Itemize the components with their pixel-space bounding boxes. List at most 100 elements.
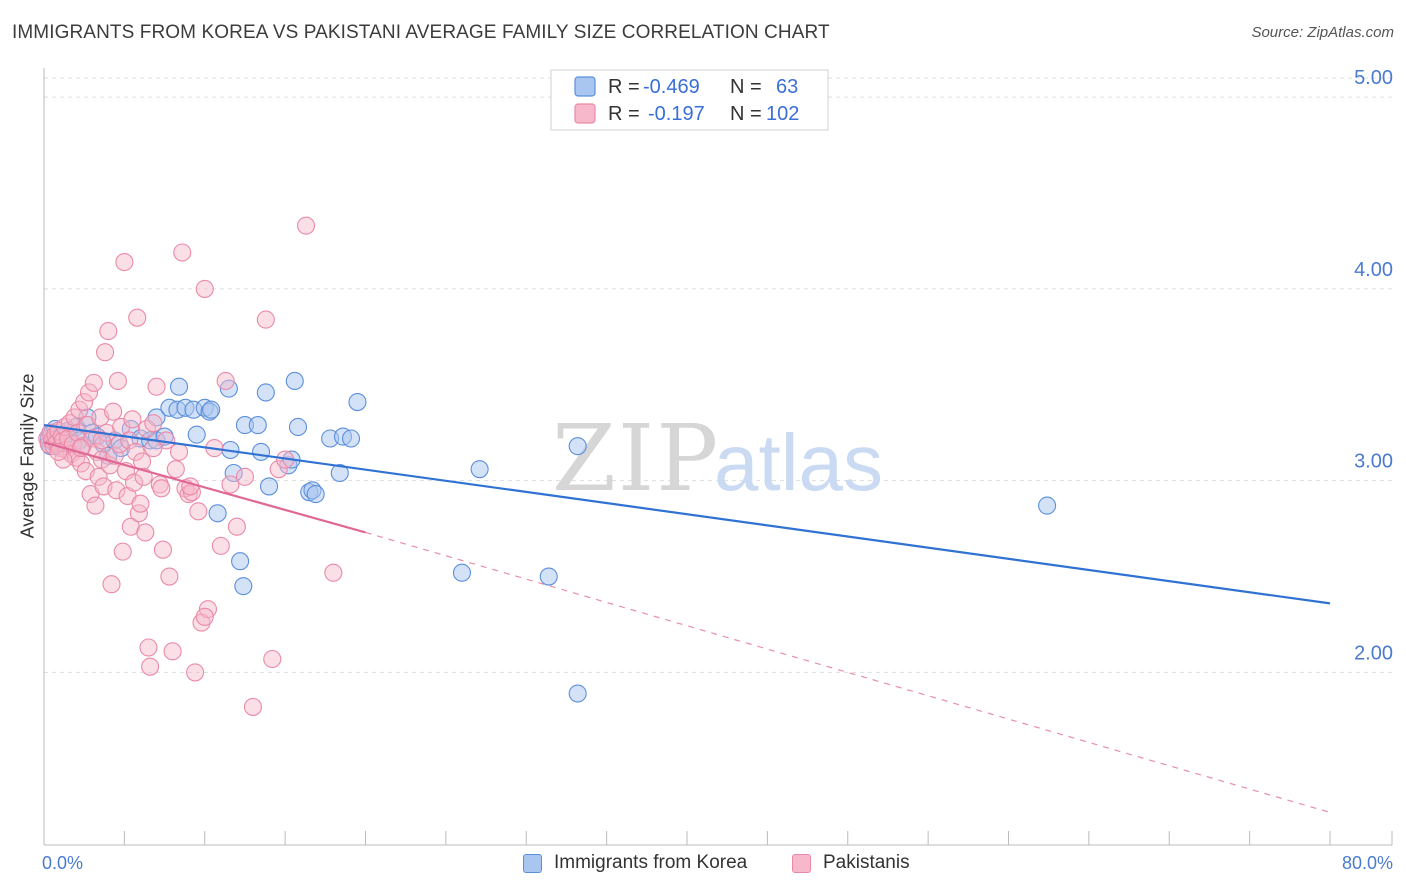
pakistani-point	[195, 607, 214, 626]
korea-point	[234, 577, 253, 596]
pakistani-swatch	[792, 853, 811, 873]
korea-point	[259, 477, 279, 496]
korea-point	[248, 416, 267, 435]
pakistani-point	[131, 494, 150, 513]
korea-point	[285, 371, 304, 391]
y-tick-label: 5.00	[1354, 67, 1393, 89]
pakistani-point	[179, 485, 198, 504]
pakistani-point	[173, 243, 192, 262]
pakistani-point	[160, 567, 179, 586]
pakistani-point	[96, 343, 115, 362]
pakistani-point	[169, 442, 189, 461]
pakistani-point	[107, 481, 126, 500]
korea-point	[1038, 496, 1057, 515]
korea-point	[187, 425, 206, 444]
korea-swatch	[523, 853, 542, 873]
tick-labels: 2.00 3.00 4.00 5.00 0.0% 80.0%	[42, 67, 1393, 873]
korea-point	[251, 442, 271, 461]
korea-point	[288, 417, 308, 437]
axes	[43, 68, 1393, 846]
series-legend: Immigrants from Korea Pakistanis	[0, 852, 1406, 878]
pakistani-point	[195, 279, 214, 298]
pakistani-point	[269, 460, 288, 479]
legend-korea-r-value: -0.469	[643, 76, 700, 98]
pakistani-point	[166, 460, 185, 479]
pakistani-points-layer	[38, 216, 343, 716]
pakistani-legend-label: Pakistanis	[823, 852, 910, 873]
watermark-zip: ZIP	[552, 405, 720, 512]
legend-korea-swatch	[574, 76, 596, 97]
legend-korea-n-label: N =	[730, 76, 762, 98]
pakistani-point	[263, 649, 282, 669]
pakistani-point	[181, 477, 200, 496]
x-tick-label-min: 0.0%	[42, 853, 83, 873]
pakistani-point	[189, 502, 208, 521]
pakistani-point	[324, 563, 343, 582]
korea-point	[231, 552, 250, 571]
y-tick-label: 2.00	[1354, 642, 1393, 664]
legend-korea-n-value: 63	[776, 76, 798, 98]
watermark: ZIP atlas	[552, 405, 883, 512]
pakistani-point	[136, 523, 155, 542]
korea-point	[256, 383, 275, 402]
y-tick-label: 4.00	[1354, 259, 1393, 281]
pakistani-point	[102, 575, 121, 594]
pakistani-point	[141, 657, 160, 676]
pakistani-point	[124, 473, 144, 492]
pakistani-point	[79, 383, 99, 402]
legend-pakistani-r-label: R =	[608, 103, 640, 125]
chart-title: IMMIGRANTS FROM KOREA VS PAKISTANI AVERA…	[12, 22, 830, 43]
pakistani-point	[211, 536, 230, 555]
pakistani-point	[163, 642, 182, 661]
legend-pakistani-r-value: -0.197	[648, 103, 705, 125]
legend-pakistani-swatch	[574, 103, 596, 124]
pakistani-point	[75, 393, 94, 412]
pakistani-point	[129, 504, 148, 523]
pakistani-point	[92, 431, 111, 450]
pakistani-point	[186, 663, 205, 682]
pakistani-point	[126, 442, 145, 461]
korea-point	[330, 463, 349, 483]
pakistani-point	[152, 479, 171, 498]
korea-point	[224, 463, 243, 483]
korea-point	[470, 460, 489, 479]
korea-trend-line	[43, 423, 1331, 605]
pakistani-point	[144, 414, 163, 433]
pakistani-point	[227, 517, 246, 536]
korea-point	[568, 437, 587, 456]
pakistani-point	[123, 410, 142, 429]
legend-pakistani-n-value: 102	[766, 103, 799, 125]
watermark-atlas: atlas	[714, 418, 883, 507]
pakistani-point	[59, 429, 78, 448]
pakistani-point	[216, 371, 235, 391]
pakistani-point	[243, 697, 263, 716]
legend-item-korea: Immigrants from Korea	[523, 852, 747, 874]
korea-point	[341, 429, 361, 448]
korea-points-layer	[39, 371, 1057, 703]
pakistani-trend-line	[43, 441, 366, 534]
pakistani-point	[221, 475, 240, 494]
pakistani-point	[115, 253, 134, 272]
korea-point	[208, 504, 227, 523]
pakistani-point	[139, 638, 158, 657]
pakistani-point	[296, 216, 316, 235]
pakistani-point	[113, 542, 132, 561]
source-label: Source: ZipAtlas.com	[1251, 24, 1394, 41]
pakistani-point	[147, 377, 166, 396]
korea-point	[169, 377, 189, 396]
korea-point	[568, 684, 587, 703]
pakistani-point	[104, 402, 123, 421]
pakistani-point	[86, 496, 105, 515]
pakistani-point	[256, 310, 275, 329]
pakistani-point	[153, 540, 173, 559]
korea-point	[539, 567, 558, 586]
korea-legend-label: Immigrants from Korea	[554, 852, 748, 873]
pakistani-point	[108, 371, 127, 391]
x-tick-label-max: 80.0%	[1342, 853, 1393, 873]
korea-point	[348, 393, 367, 412]
correlation-legend: R = -0.469 N = 63 R = -0.197 N = 102	[550, 69, 829, 131]
pakistani-point	[89, 467, 108, 486]
pakistani-point	[128, 308, 147, 327]
legend-pakistani-n-label: N =	[730, 103, 762, 125]
